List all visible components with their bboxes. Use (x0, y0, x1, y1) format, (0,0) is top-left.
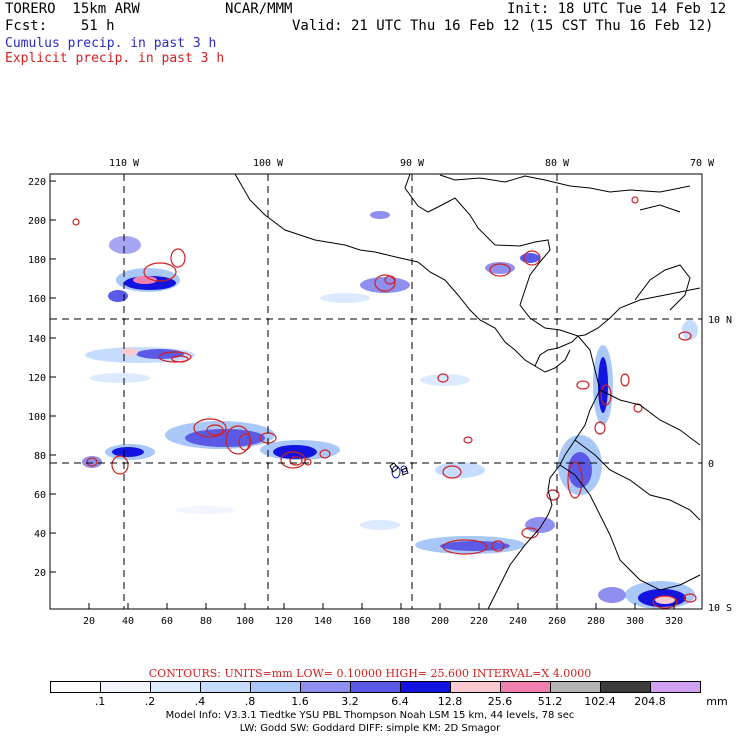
colorbar-label: 51.2 (537, 695, 563, 708)
y-tick: 80 (34, 451, 46, 462)
colorbar-swatch (50, 681, 101, 693)
colorbar-swatch (300, 681, 351, 693)
colorbar-unit: mm (706, 695, 728, 708)
init-time: Init: 18 UTC Tue 14 Feb 12 (507, 1, 727, 17)
model-title: TORERO 15km ARW (5, 1, 140, 17)
colorbar-swatch (650, 681, 701, 693)
colorbar-swatch (400, 681, 451, 693)
x-tick: 160 (353, 616, 371, 627)
colorbar-swatch (150, 681, 201, 693)
axis-ticks (50, 180, 675, 609)
y-tick: 60 (34, 490, 46, 501)
lat-label-10n: 10 N (708, 315, 732, 326)
colorbar-label: .4 (194, 695, 206, 708)
colorbar-swatch (200, 681, 251, 693)
y-tick: 40 (34, 529, 46, 540)
lon-label-110w: 110 W (109, 158, 140, 169)
colorbar-swatch (500, 681, 551, 693)
colorbar-swatch (350, 681, 401, 693)
right-lat-labels: 10 N 0 10 S (708, 315, 732, 614)
x-tick: 80 (200, 616, 212, 627)
x-tick: 220 (470, 616, 488, 627)
y-tick: 120 (28, 373, 46, 384)
contour-info: CONTOURS: UNITS=mm LOW= 0.10000 HIGH= 25… (148, 667, 592, 680)
lat-label-10s: 10 S (708, 603, 732, 614)
x-tick: 200 (431, 616, 449, 627)
x-tick: 180 (392, 616, 410, 627)
colorbar-label: 12.8 (437, 695, 463, 708)
legend-explicit: Explicit precip. in past 3 h (5, 51, 225, 66)
colorbar-swatch (450, 681, 501, 693)
x-tick: 320 (665, 616, 683, 627)
colorbar-swatch (100, 681, 151, 693)
model-info-line2: LW: Godd SW: Goddard DIFF: simple KM: 2D… (239, 723, 501, 734)
lon-label-80w: 80 W (545, 158, 570, 169)
organization-label: NCAR/MMM (225, 1, 293, 17)
map-frame (49, 173, 703, 610)
colorbar-swatch (550, 681, 601, 693)
y-tick: 160 (28, 294, 46, 305)
x-tick: 60 (161, 616, 173, 627)
x-tick: 100 (236, 616, 254, 627)
valid-time: Valid: 21 UTC Thu 16 Feb 12 (15 CST Thu … (292, 18, 714, 34)
model-info-line1: Model Info: V3.3.1 Tiedtke YSU PBL Thomp… (165, 710, 575, 721)
x-tick: 140 (314, 616, 332, 627)
y-tick: 220 (28, 177, 46, 188)
lon-label-70w: 70 W (690, 158, 715, 169)
forecast-hour: Fcst: 51 h (5, 18, 115, 34)
bottom-axis-labels: 20 40 60 80 100 120 140 160 180 200 220 … (83, 616, 683, 627)
colorbar-swatch (250, 681, 301, 693)
legend-cumulus: Cumulus precip. in past 3 h (5, 36, 217, 51)
y-tick: 200 (28, 216, 46, 227)
colorbar-label: 102.4 (584, 695, 616, 708)
y-tick: 100 (28, 412, 46, 423)
y-tick: 20 (34, 568, 46, 579)
cumulus-precip-contours (391, 465, 408, 479)
x-tick: 240 (509, 616, 527, 627)
colorbar-label: .1 (94, 695, 106, 708)
colorbar-label: .8 (244, 695, 256, 708)
colorbar-label: 25.6 (487, 695, 513, 708)
explicit-precip-contours (72, 196, 697, 609)
colorbar-label: 1.6 (291, 695, 309, 708)
y-tick: 180 (28, 255, 46, 266)
cumulus-precip-shading (82, 211, 698, 609)
x-tick: 20 (83, 616, 95, 627)
coastlines (234, 173, 701, 610)
x-tick: 40 (122, 616, 134, 627)
colorbar-label: 204.8 (634, 695, 666, 708)
x-tick: 280 (587, 616, 605, 627)
x-tick: 260 (548, 616, 566, 627)
y-tick: 140 (28, 334, 46, 345)
x-tick: 120 (275, 616, 293, 627)
left-axis-labels: 220 200 180 160 140 120 100 80 60 40 20 (28, 177, 46, 579)
lat-label-equator: 0 (708, 459, 714, 470)
colorbar-swatch (600, 681, 651, 693)
lon-label-100w: 100 W (253, 158, 284, 169)
precipitation-map: 110 W 100 W 90 W 80 W 70 W (28, 158, 732, 627)
colorbar-label: .2 (144, 695, 156, 708)
colorbar-label: 3.2 (341, 695, 359, 708)
colorbar-label: 6.4 (391, 695, 409, 708)
graticule (50, 174, 702, 609)
lon-label-90w: 90 W (400, 158, 425, 169)
x-tick: 300 (626, 616, 644, 627)
